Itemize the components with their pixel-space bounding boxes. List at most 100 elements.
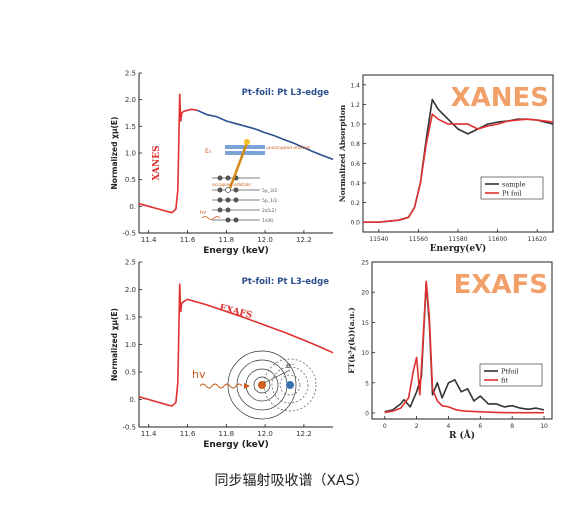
y-tick-label: 0.5 — [125, 369, 136, 377]
electron-dots — [217, 175, 239, 223]
x-tick-label: 11600 — [488, 236, 507, 243]
x-axis-label: Energy (keV) — [203, 246, 269, 256]
chart-title: XANES — [451, 83, 549, 113]
y-tick-label: -0.5 — [122, 230, 136, 238]
y-tick-label: 5 — [365, 380, 369, 387]
x-tick-label: 11.8 — [219, 236, 235, 244]
chart-title: EXAFS — [454, 270, 548, 300]
x-tick-label: 12.2 — [296, 236, 312, 244]
y-tick-label: 0.5 — [125, 176, 136, 184]
y-tick-label: 1.0 — [350, 122, 360, 129]
exafs-left-chart: 11.4 11.6 11.8 12.0 12.2 -0.5 0. 0.5 1.0 1.5 2.0 2.… — [110, 259, 334, 450]
xanes-annotation: XANES — [152, 145, 162, 180]
y-tick-label: 2.5 — [125, 70, 136, 78]
e-level-label: E₀ — [205, 148, 212, 155]
y-tick-label: -0.5 — [122, 424, 136, 432]
y-tick-label: 10 — [361, 350, 369, 357]
x-tick-label: 12.0 — [257, 430, 273, 438]
y-tick-label: 0.8 — [350, 141, 360, 148]
legend-label: sample — [502, 181, 526, 189]
x-tick-label: 11.8 — [219, 430, 235, 438]
photon-wave — [199, 383, 243, 389]
y-tick-label: 20 — [361, 290, 369, 297]
y-tick-label: 0 — [365, 410, 369, 417]
x-axis-label: Energy(eV) — [430, 243, 487, 254]
y-axis-label: FT(k³χ(k))(a.u.) — [347, 307, 356, 373]
orbital-diagram: E₀ unoccupied orbitals occupied orbitals… — [200, 139, 311, 224]
x-tick-label: 12.0 — [257, 236, 273, 244]
panel-exafs-right: 0 2 4 6 8 10 0 5 10 15 20 25 R (Å) FT(k³χ(k))(a.u.) EX… — [347, 260, 553, 441]
absorbing-atom — [258, 381, 266, 389]
y-tick-label: 2.0 — [125, 96, 136, 104]
y-tick-label: 1.5 — [125, 123, 136, 131]
y-tick-label: 0. — [129, 396, 136, 404]
series-line-sample — [363, 98, 554, 223]
panel-xanes-left: 11.4 11.6 11.8 12.0 12.2 -0.5 0. 0.5 1.0 1.5 2.0 2.… — [110, 70, 334, 256]
level-label-1: 5p_3/2 — [262, 188, 277, 194]
x-tick-label: 8 — [510, 423, 514, 430]
series-line-pt-foil — [363, 113, 554, 223]
electron-path — [263, 369, 291, 384]
legend-label: Pt foil — [502, 190, 522, 198]
y-tick-label: 2.0 — [125, 286, 136, 294]
y-tick-label: 15 — [361, 320, 369, 327]
figure-caption: 同步辐射吸收谱（XAS） — [214, 473, 369, 489]
y-tick-label: 0.4 — [350, 180, 360, 187]
scattering-diagram: e⁻ hv — [192, 350, 317, 420]
x-tick-label: 4 — [447, 423, 451, 430]
panel-exafs-left: 11.4 11.6 11.8 12.0 12.2 -0.5 0. 0.5 1.0 1.5 2.0 2.… — [110, 259, 334, 450]
photon-arrowhead — [244, 383, 250, 389]
y-axis-label: Normalized Absorption — [338, 104, 347, 202]
level-label-3: 2s(L2) — [262, 208, 276, 214]
x-tick-label: 11.4 — [141, 430, 157, 438]
level-label-4: 1s(K) — [262, 218, 274, 224]
x-tick-label: 11.6 — [180, 236, 196, 244]
chart-title: Pt-foil: Pt L3-edge — [242, 88, 330, 98]
electron-label: e⁻ — [286, 361, 295, 370]
y-tick-label: 1.2 — [350, 102, 360, 109]
excitation-arrow — [228, 142, 249, 189]
x-tick-label: 11580 — [448, 236, 467, 243]
hv-label-small: hv — [200, 210, 206, 216]
y-axis-label: Normalized χμ(E) — [110, 308, 119, 381]
xanes-right-chart: 11540 11560 11580 11600 11620 0.0 0.2 0.4 0.6 0.8… — [338, 74, 554, 254]
x-tick-label: 10 — [540, 423, 548, 430]
x-tick-label: 0 — [383, 423, 387, 430]
exafs-annotation: EXAFS — [218, 303, 253, 321]
level-label-2: 5p_1/2 — [262, 198, 277, 204]
x-tick-label: 11.6 — [180, 430, 196, 438]
scattering-atom — [286, 381, 294, 389]
plot-frame — [371, 261, 553, 420]
photon-wave-small — [201, 216, 221, 220]
y-tick-label: 1.5 — [125, 314, 136, 322]
unoccupied-band-2 — [225, 151, 265, 155]
unoccupied-label: unoccupied orbitals — [266, 145, 311, 151]
legend-label: Ptfoil — [501, 368, 518, 376]
series-line-1 — [196, 109, 334, 161]
series-line-ptfoil — [384, 282, 545, 413]
y-tick-label: 1.0 — [125, 341, 136, 349]
series-line-0 — [138, 283, 334, 407]
y-axis-label: Normalized χμ(E) — [110, 117, 119, 190]
x-axis-label: R (Å) — [449, 429, 475, 441]
y-tick-label: 25 — [361, 260, 369, 267]
y-tick-label: 0.2 — [350, 200, 360, 207]
y-tick-label: 2.5 — [125, 259, 136, 267]
x-tick-label: 2 — [415, 423, 419, 430]
x-axis-label: Energy (keV) — [203, 440, 269, 450]
chart-title: Pt-foil: Pt L3-edge — [242, 277, 330, 287]
legend-label: fit — [501, 377, 508, 385]
hole-dot — [225, 187, 231, 193]
panel-xanes-right: 11540 11560 11580 11600 11620 0.0 0.2 0.4 0.6 0.8… — [338, 74, 554, 254]
x-tick-label: 12.2 — [296, 430, 312, 438]
x-tick-label: 11540 — [369, 236, 388, 243]
y-tick-label: 0. — [129, 203, 136, 211]
xanes-left-chart: 11.4 11.6 11.8 12.0 12.2 -0.5 0. 0.5 1.0 1.5 2.0 2.… — [110, 70, 334, 256]
exafs-right-chart: 0 2 4 6 8 10 0 5 10 15 20 25 R (Å) FT(k³χ(k))(a.u.) EX… — [347, 260, 553, 441]
occupied-label: occupied orbitals — [212, 182, 251, 188]
y-tick-label: 1.4 — [350, 82, 360, 89]
series-line-0 — [138, 93, 198, 214]
y-tick-label: 0.6 — [350, 161, 360, 168]
x-tick-label: 11620 — [528, 236, 547, 243]
